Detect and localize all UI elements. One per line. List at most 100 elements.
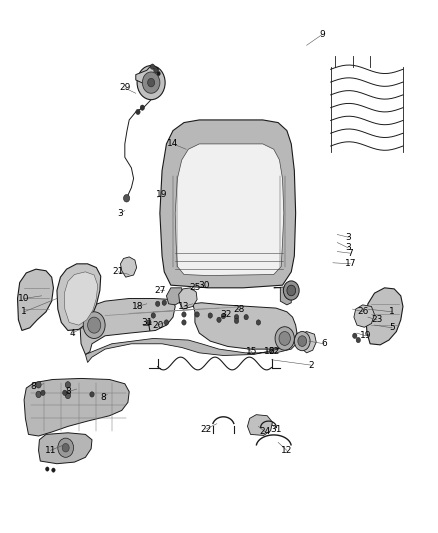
Polygon shape [57,264,101,330]
Text: 1: 1 [389,308,395,316]
Circle shape [63,390,67,395]
Text: 11: 11 [45,446,56,455]
Circle shape [147,320,151,325]
Circle shape [151,313,155,318]
Text: 22: 22 [268,348,279,356]
Circle shape [221,313,226,319]
Circle shape [283,281,299,300]
Text: 25: 25 [189,284,201,292]
Circle shape [164,320,169,325]
Polygon shape [274,287,291,305]
Circle shape [157,71,160,76]
Text: 8: 8 [100,393,106,401]
Polygon shape [160,120,296,288]
Circle shape [41,390,45,395]
Text: 23: 23 [371,316,382,324]
Text: 31: 31 [270,425,282,433]
Circle shape [62,443,69,452]
Circle shape [155,301,160,306]
Text: 8: 8 [65,387,71,396]
Text: 24: 24 [259,427,271,436]
Text: 1: 1 [21,308,27,316]
Text: 29: 29 [119,84,131,92]
Polygon shape [166,288,182,305]
Text: 31: 31 [141,318,152,327]
Circle shape [182,320,186,325]
Text: 22: 22 [200,425,212,433]
Text: 19: 19 [156,190,168,199]
Text: 27: 27 [154,286,166,295]
Text: 12: 12 [281,446,293,455]
Text: 10: 10 [18,294,30,303]
Polygon shape [64,272,98,325]
Circle shape [88,317,101,333]
Text: 15: 15 [246,348,258,356]
Polygon shape [179,288,197,309]
Polygon shape [24,378,129,436]
Circle shape [244,314,248,320]
Text: 30: 30 [198,281,209,289]
Circle shape [36,391,41,398]
Circle shape [46,467,49,471]
Circle shape [217,317,221,322]
Text: 3: 3 [345,233,351,241]
Circle shape [356,337,360,343]
Polygon shape [193,303,297,349]
Circle shape [154,68,158,73]
Polygon shape [85,330,300,362]
Text: 8: 8 [30,382,36,391]
Text: 28: 28 [233,305,244,313]
Circle shape [124,195,130,202]
Circle shape [234,318,239,324]
Text: 4: 4 [70,329,75,337]
Text: 6: 6 [321,340,327,348]
Circle shape [58,438,74,457]
Text: 9: 9 [319,30,325,39]
Polygon shape [120,257,137,277]
Circle shape [353,333,357,338]
Circle shape [287,285,296,296]
Text: 5: 5 [389,324,395,332]
Circle shape [90,392,94,397]
Text: 14: 14 [167,140,179,148]
Polygon shape [175,144,284,276]
Circle shape [83,312,105,338]
Circle shape [65,382,71,388]
Polygon shape [39,433,92,464]
Polygon shape [299,332,316,353]
Polygon shape [80,298,175,354]
Polygon shape [247,415,272,435]
Circle shape [275,327,294,350]
Circle shape [182,312,186,317]
Polygon shape [18,269,53,330]
Circle shape [298,336,307,346]
Circle shape [150,64,155,69]
Circle shape [195,312,199,317]
Circle shape [36,382,41,388]
Circle shape [52,468,55,472]
Text: 7: 7 [347,249,353,257]
Circle shape [294,332,310,351]
Circle shape [65,392,71,399]
Text: 17: 17 [345,260,356,268]
Circle shape [208,313,212,318]
Circle shape [140,105,145,110]
Text: 3: 3 [117,209,124,217]
Text: 21: 21 [113,268,124,276]
Circle shape [279,332,290,345]
Text: 26: 26 [358,308,369,316]
Circle shape [136,109,140,115]
Circle shape [142,72,160,93]
Polygon shape [366,288,403,345]
Text: 2: 2 [308,361,314,369]
Text: 3: 3 [345,244,351,252]
Text: 16: 16 [264,348,275,356]
Text: 18: 18 [132,302,144,311]
Circle shape [148,78,155,87]
Text: 19: 19 [360,332,371,340]
Text: 32: 32 [220,310,231,319]
Circle shape [137,66,165,100]
Circle shape [256,320,261,325]
Circle shape [162,300,166,305]
Text: 20: 20 [152,321,163,329]
